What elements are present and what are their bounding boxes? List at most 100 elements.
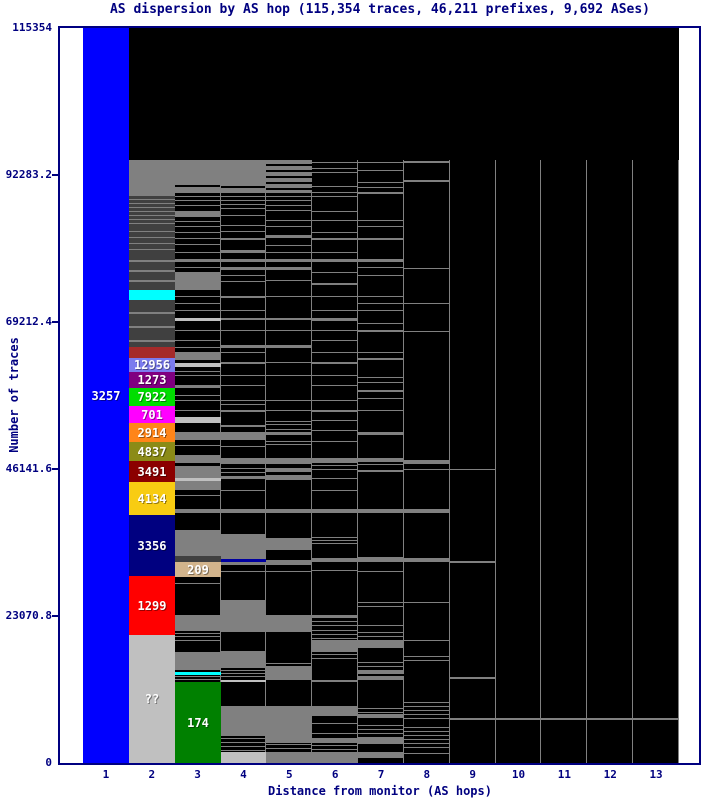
column-segment xyxy=(358,737,404,744)
column-segment xyxy=(175,509,221,513)
column-segment xyxy=(312,706,358,716)
column-segment xyxy=(175,432,221,440)
x-tick-label: 1 xyxy=(102,768,110,781)
column-segment xyxy=(358,625,404,626)
column-segment xyxy=(175,160,221,185)
as-segment-4134 xyxy=(129,482,175,515)
column-segment xyxy=(221,706,266,736)
column-segment xyxy=(175,303,221,304)
column-segment xyxy=(404,469,450,470)
as-segment-7922 xyxy=(129,388,175,406)
column-segment xyxy=(129,160,175,196)
column-segment xyxy=(312,570,358,571)
column-segment xyxy=(266,190,312,193)
y-tick-mark xyxy=(52,468,59,470)
column-segment xyxy=(404,710,450,711)
column-segment xyxy=(312,752,358,763)
column-segment xyxy=(221,330,266,331)
column-segment xyxy=(312,385,358,386)
column-segment xyxy=(266,441,312,442)
as-segment-3491 xyxy=(129,461,175,482)
column-segment xyxy=(175,232,221,233)
column-segment xyxy=(266,424,312,425)
column-segment xyxy=(175,200,221,201)
column-segment xyxy=(358,303,404,304)
column-segment xyxy=(221,267,266,270)
as-segment-3257 xyxy=(83,28,129,763)
column-segment xyxy=(312,362,358,364)
column-segment xyxy=(266,345,312,348)
column-segment xyxy=(175,267,221,268)
column-segment xyxy=(221,670,266,671)
column-segment xyxy=(266,752,312,763)
column-segment xyxy=(312,745,358,746)
column-segment xyxy=(221,676,266,677)
column-segment xyxy=(404,731,450,732)
x-tick-label: 2 xyxy=(148,768,156,781)
column-segment xyxy=(358,390,404,392)
column-segment xyxy=(358,382,404,383)
column-segment xyxy=(221,472,266,473)
column-separator xyxy=(495,160,496,763)
column-segment xyxy=(404,747,450,748)
column-segment xyxy=(358,606,404,607)
column-segment xyxy=(175,318,221,321)
column-hop-5 xyxy=(266,28,312,763)
column-segment xyxy=(404,509,450,513)
column-segment xyxy=(404,739,450,740)
x-tick-label: 13 xyxy=(649,768,663,781)
column-segment xyxy=(221,345,266,348)
column-segment xyxy=(404,702,450,703)
column-segment xyxy=(266,362,312,363)
column-segment xyxy=(312,238,358,240)
column-segment xyxy=(404,753,450,754)
column-segment xyxy=(129,290,175,300)
column-segment xyxy=(266,210,312,211)
y-tick-label: 115354 xyxy=(12,21,52,34)
column-segment xyxy=(175,221,221,222)
y-tick-mark xyxy=(52,615,59,617)
column-hop-8 xyxy=(404,28,450,763)
column-segment xyxy=(312,638,358,639)
x-tick-label: 11 xyxy=(557,768,571,781)
column-segment xyxy=(221,651,266,668)
column-segment xyxy=(358,352,404,353)
column-segment xyxy=(404,303,450,304)
x-tick-label: 3 xyxy=(194,768,201,781)
y-tick-label: 69212.4 xyxy=(5,315,52,328)
column-segment xyxy=(175,652,221,670)
as-segment-3356 xyxy=(129,515,175,576)
column-segment xyxy=(404,161,450,163)
column-segment xyxy=(266,571,312,572)
column-segment xyxy=(358,310,404,311)
column-segment xyxy=(221,281,266,282)
as-segment-1273 xyxy=(129,372,175,388)
column-hop-13 xyxy=(633,28,679,763)
column-segment xyxy=(175,478,221,481)
column-segment xyxy=(175,352,221,360)
column-segment xyxy=(312,272,358,273)
column-segment xyxy=(221,385,266,386)
column-separator xyxy=(632,160,633,763)
column-segment xyxy=(312,410,358,412)
column-segment xyxy=(221,490,266,491)
column-segment xyxy=(358,220,404,221)
column-segment xyxy=(587,718,633,720)
column-segment xyxy=(312,543,358,544)
column-segment xyxy=(221,432,266,440)
column-segment xyxy=(175,211,221,217)
column-segment xyxy=(312,540,358,541)
column-segment xyxy=(358,729,404,730)
column-segment xyxy=(175,495,221,496)
column-segment xyxy=(266,421,312,422)
column-separator xyxy=(678,160,679,763)
column-segment xyxy=(358,192,404,194)
column-segment xyxy=(312,252,358,253)
column-segment xyxy=(175,238,221,239)
column-segment xyxy=(175,296,221,297)
x-tick-label: 9 xyxy=(469,768,476,781)
column-segment xyxy=(221,231,266,232)
y-tick-label: 0 xyxy=(45,756,52,769)
column-segment xyxy=(175,679,221,680)
column-segment xyxy=(175,583,221,584)
